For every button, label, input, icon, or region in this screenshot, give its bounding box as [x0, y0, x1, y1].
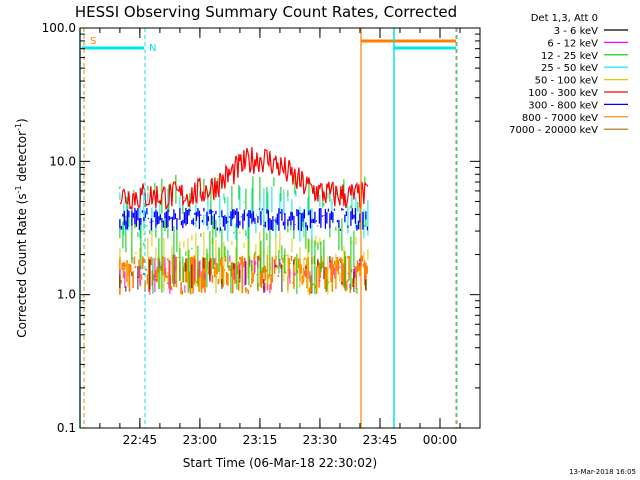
legend-label: 3 - 6 keV: [554, 26, 598, 37]
y-label-part: detector: [15, 131, 29, 186]
night-flag-label: N: [149, 43, 156, 54]
chart-title: HESSI Observing Summary Count Rates, Cor…: [75, 3, 457, 21]
y-label-part: ): [15, 118, 29, 123]
y-tick-label: 1.0: [57, 288, 76, 302]
x-tick-label: 23:30: [303, 433, 338, 447]
y-tick-label: 10.0: [49, 154, 76, 168]
y-tick-label: 100.0: [42, 21, 76, 35]
legend-label: 300 - 800 keV: [528, 100, 598, 111]
legend-label: 25 - 50 keV: [541, 63, 598, 74]
series-100-300-kev-line: [119, 146, 369, 211]
legend-label: 7000 - 20000 keV: [509, 125, 598, 136]
y-axis-label: Corrected Count Rate (s-1 detector-1): [14, 118, 29, 337]
legend-label: 50 - 100 keV: [535, 76, 599, 87]
legend-label: 100 - 300 keV: [528, 88, 598, 99]
series-50-100-kev-band: [119, 231, 369, 295]
y-label-part: Corrected Count Rate (s: [15, 193, 29, 337]
x-tick-label: 23:15: [243, 433, 278, 447]
footer-date: 13-Mar-2018 16:05: [569, 468, 636, 476]
x-tick-label: 23:45: [363, 433, 398, 447]
legend-title: Det 1,3, Att 0: [531, 13, 598, 24]
series-300-800-kev-band: [119, 207, 369, 231]
x-axis-label: Start Time (06-Mar-18 22:30:02): [183, 456, 377, 470]
x-tick-label: 23:00: [183, 433, 218, 447]
x-tick-label: 22:45: [123, 433, 158, 447]
legend-label: 6 - 12 keV: [547, 38, 598, 49]
x-tick-label: 00:00: [423, 433, 458, 447]
y-label-superscript: -1: [14, 123, 23, 131]
y-label-superscript: -1: [14, 185, 23, 193]
saa-flag-label: S: [90, 36, 96, 47]
legend-label: 800 - 7000 keV: [522, 113, 598, 124]
plot-area: S N 0.1 1.0 10.0 100.0 22:45 23:00 23:15 23:30 23:…: [42, 21, 481, 447]
y-tick-label: 0.1: [57, 421, 76, 435]
series-12-25-kev-band: [119, 215, 367, 295]
legend-label: 12 - 25 keV: [541, 51, 598, 62]
